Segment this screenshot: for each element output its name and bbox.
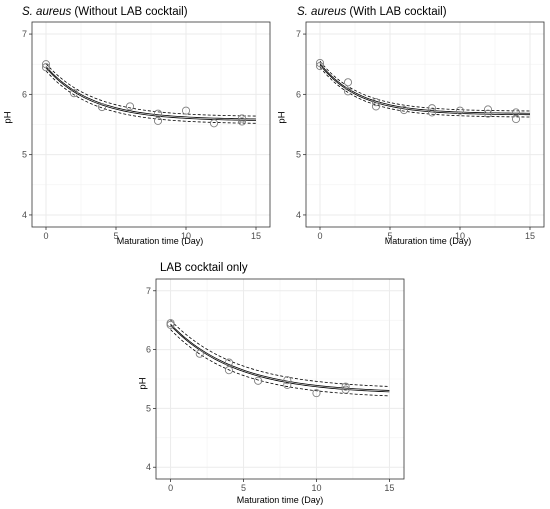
x-tick-label: 5: [113, 231, 118, 241]
plot-area: 0 5 10 15 4 5 6 7: [296, 21, 545, 241]
x-tick-label: 10: [455, 231, 465, 241]
y-tick-label: 5: [146, 403, 151, 413]
data-point: [483, 109, 493, 118]
data-point: [511, 115, 521, 124]
panel-border: [305, 21, 545, 228]
data-point: [283, 376, 292, 385]
y-tick-label: 4: [296, 210, 301, 220]
data-point: [209, 119, 219, 128]
x-tick-label: 15: [525, 231, 535, 241]
data-point: [483, 105, 493, 114]
data-point: [341, 385, 350, 394]
data-point: [427, 108, 437, 117]
data-point: [399, 105, 409, 115]
data-point: [343, 87, 353, 96]
plot-area: 0 5 10 15 4 5 6 7: [146, 278, 405, 493]
confidence-upper: [45, 63, 257, 117]
data-point: [224, 366, 233, 375]
data-point: [312, 389, 321, 398]
data-point: [195, 349, 204, 358]
data-point: [455, 106, 465, 115]
x-tick-label: 15: [384, 483, 394, 493]
panel-title-condition: LAB cocktail only: [160, 262, 248, 274]
y-tick-label: 6: [296, 89, 301, 99]
x-axis-label: Maturation time (Day): [236, 495, 324, 505]
data-point: [283, 380, 292, 389]
data-point: [315, 58, 325, 68]
y-tick-label: 5: [296, 150, 301, 160]
data-point: [97, 102, 107, 112]
panel-title-condition: (Without LAB cocktail): [71, 6, 188, 18]
confidence-lower: [319, 66, 531, 118]
data-point: [343, 78, 353, 87]
y-tick-label: 7: [22, 29, 27, 39]
y-tick-label: 4: [22, 210, 27, 220]
y-tick-label: 7: [296, 29, 301, 39]
data-point: [237, 117, 247, 126]
data-point: [511, 108, 521, 117]
fit-line: [45, 67, 257, 121]
panel-border: [31, 21, 271, 228]
fit-line: [45, 66, 257, 120]
x-tick-label: 10: [181, 231, 191, 241]
data-point: [41, 63, 51, 72]
data-point: [69, 89, 79, 98]
data-point: [315, 61, 325, 71]
confidence-upper: [319, 60, 531, 112]
y-tick-label: 7: [146, 286, 151, 296]
data-point: [125, 102, 135, 111]
x-tick-label: 5: [387, 231, 392, 241]
y-tick-label: 6: [22, 89, 27, 99]
fit-line: [170, 325, 390, 393]
data-point: [153, 116, 163, 125]
x-tick-label: 15: [251, 231, 261, 241]
y-tick-label: 4: [146, 462, 151, 472]
fit-line: [319, 64, 531, 116]
confidence-upper: [170, 319, 390, 387]
panel-title: S. aureus (With LAB cocktail): [297, 5, 447, 19]
confidence-lower: [170, 329, 390, 397]
data-point: [427, 104, 437, 113]
x-axis-label: Maturation time (Day): [384, 236, 472, 246]
data-point: [41, 60, 51, 69]
x-tick-label: 0: [43, 231, 48, 241]
panel-title: LAB cocktail only: [160, 261, 248, 275]
x-tick-label: 0: [168, 483, 173, 493]
x-axis-label: Maturation time (Day): [116, 236, 204, 246]
y-axis-label: pH: [276, 111, 288, 124]
data-point: [237, 114, 247, 123]
panel-title-species: S. aureus: [297, 6, 347, 18]
x-tick-label: 5: [241, 483, 246, 493]
y-tick-label: 6: [146, 345, 151, 355]
data-point: [341, 382, 350, 391]
plot-area: 0 5 10 15 4 5 6 7: [22, 21, 271, 241]
y-axis-label: pH: [2, 111, 14, 124]
data-point: [181, 106, 191, 115]
data-point: [371, 98, 381, 107]
panel-title: S. aureus (Without LAB cocktail): [22, 5, 188, 19]
data-point: [254, 376, 263, 385]
x-tick-label: 0: [317, 231, 322, 241]
fit-line: [319, 63, 531, 114]
x-tick-label: 10: [311, 483, 321, 493]
data-point: [371, 102, 381, 111]
fit-line: [170, 323, 390, 391]
data-point: [224, 358, 233, 367]
confidence-lower: [45, 70, 257, 124]
panel-title-species: S. aureus: [22, 6, 72, 18]
data-point: [166, 320, 175, 329]
y-tick-label: 5: [22, 150, 27, 160]
panel-border: [155, 278, 405, 480]
panel-title-condition: (With LAB cocktail): [346, 6, 447, 18]
